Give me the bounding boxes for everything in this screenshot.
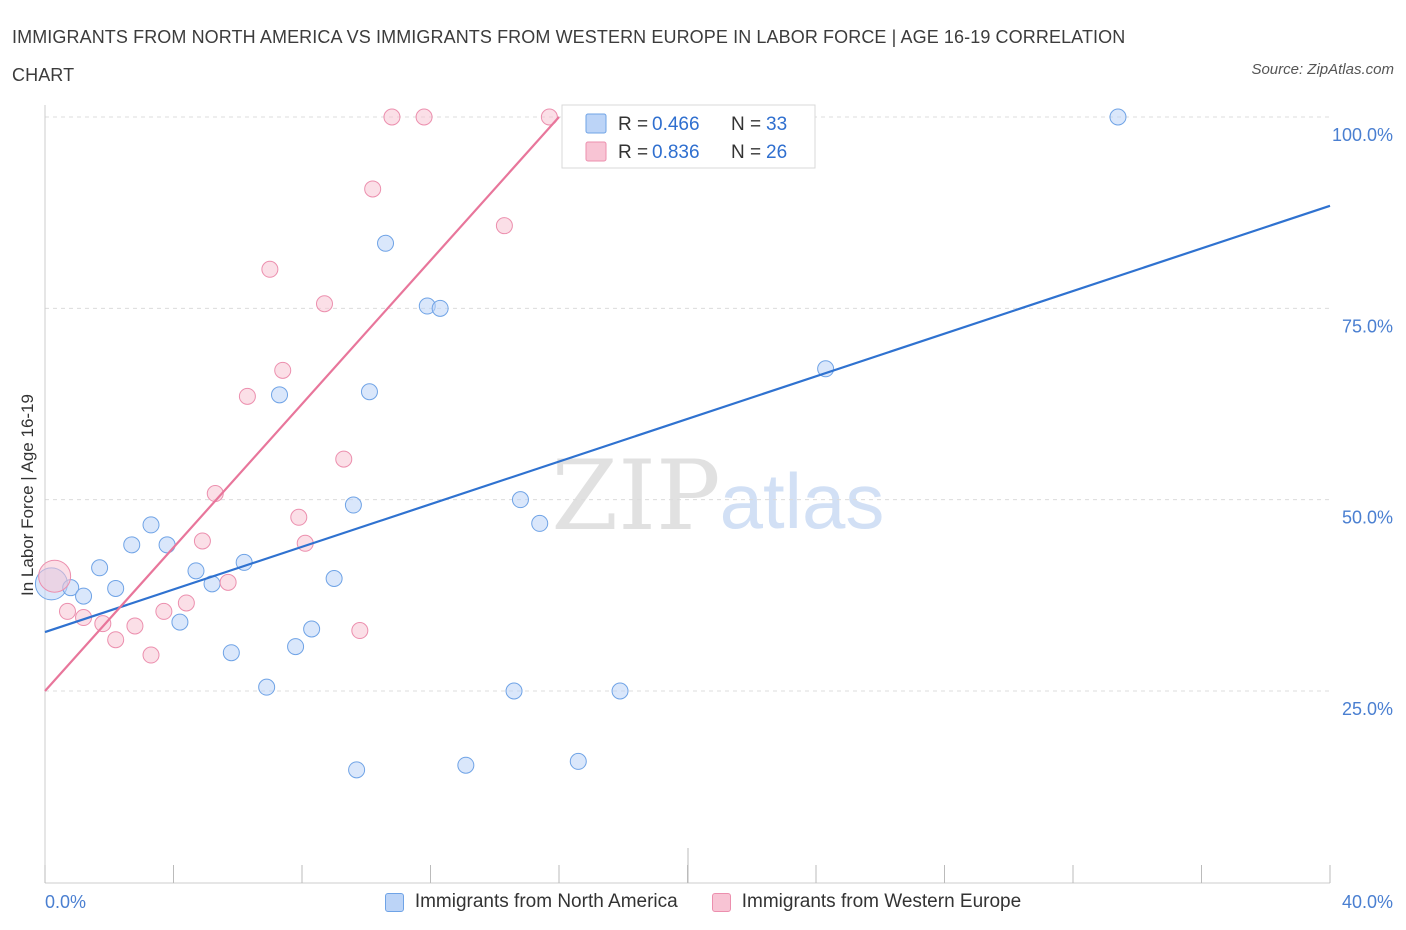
chart-title: IMMIGRANTS FROM NORTH AMERICA VS IMMIGRA… <box>12 27 1126 85</box>
point-western-europe <box>540 108 558 126</box>
legend-item-north-america[interactable]: Immigrants from North America <box>384 891 678 913</box>
point-north-america <box>303 620 321 638</box>
stats-legend: R = 0.466 N = 33 R = 0.836 N = 26 <box>561 104 816 169</box>
legend-r-value-2: 0.836 <box>652 142 700 163</box>
point-north-america <box>123 536 141 554</box>
legend-n-label-1: N = <box>731 114 761 135</box>
point-north-america <box>344 496 362 514</box>
legend-label-north-america: Immigrants from North America <box>414 891 678 912</box>
legend-r-label-2: R = <box>618 142 648 163</box>
point-western-europe <box>107 631 125 649</box>
legend-n-value-1: 33 <box>766 114 787 135</box>
axes <box>44 105 1331 884</box>
legend-label-western-europe: Immigrants from Western Europe <box>741 891 1022 912</box>
point-north-america <box>377 234 395 252</box>
point-north-america <box>158 536 176 554</box>
source-label: Source: ZipAtlas.com <box>1251 61 1394 78</box>
point-north-america <box>611 682 629 700</box>
legend-item-western-europe[interactable]: Immigrants from Western Europe <box>711 891 1022 913</box>
watermark-atlas: atlas <box>720 457 885 545</box>
legend-n-value-2: 26 <box>766 142 787 163</box>
point-western-europe <box>238 387 256 405</box>
point-western-europe <box>193 532 211 550</box>
point-north-america <box>569 752 587 770</box>
point-north-america <box>91 559 109 577</box>
point-north-america <box>511 491 529 509</box>
point-western-europe <box>351 622 369 640</box>
point-north-america <box>222 644 240 662</box>
trend-line-north-america <box>44 204 1331 634</box>
point-north-america <box>107 579 125 597</box>
point-western-europe <box>177 594 195 612</box>
legend-n-label-2: N = <box>731 142 761 163</box>
watermark-zip: ZIP <box>551 440 720 552</box>
grid <box>45 116 1330 692</box>
y-tick-label: 50.0% <box>1342 508 1393 528</box>
point-north-america <box>187 562 205 580</box>
legend-r-label-1: R = <box>618 114 648 135</box>
point-western-europe <box>94 615 112 633</box>
point-western-europe <box>274 361 292 379</box>
tick-labels: 25.0% 50.0% 75.0% 100.0% 0.0% 40.0% <box>45 125 1393 912</box>
point-western-europe <box>155 602 173 620</box>
point-north-america <box>360 383 378 401</box>
x-tick-label-min: 0.0% <box>45 892 86 912</box>
point-north-america <box>531 514 549 532</box>
y-tick-label: 75.0% <box>1342 316 1393 336</box>
point-western-europe <box>126 617 144 635</box>
y-tick-label: 25.0% <box>1342 699 1393 719</box>
point-western-europe <box>261 260 279 278</box>
series-legend: Immigrants from North America Immigrants… <box>0 886 1406 918</box>
point-north-america <box>171 613 189 631</box>
point-western-europe <box>38 559 72 593</box>
x-tick-label-max: 40.0% <box>1342 892 1393 912</box>
y-tick-label: 100.0% <box>1332 125 1393 145</box>
point-western-europe <box>219 573 237 591</box>
point-north-america <box>348 761 366 779</box>
point-western-europe <box>315 295 333 313</box>
data-points <box>34 108 1127 779</box>
point-western-europe <box>383 108 401 126</box>
point-north-america <box>505 682 523 700</box>
point-western-europe <box>142 646 160 664</box>
point-western-europe <box>415 108 433 126</box>
point-north-america <box>287 638 305 656</box>
trend-lines <box>44 116 1331 692</box>
legend-swatch-western-europe <box>585 141 607 162</box>
point-western-europe <box>335 450 353 468</box>
point-north-america <box>258 678 276 696</box>
point-north-america <box>1109 108 1127 126</box>
trend-line-western-europe <box>44 116 560 692</box>
legend-r-value-1: 0.466 <box>652 114 700 135</box>
point-north-america <box>457 756 475 774</box>
legend-swatch-north-america <box>585 113 607 134</box>
point-western-europe <box>364 180 382 198</box>
legend-swatch-pink <box>711 892 731 912</box>
point-north-america <box>142 516 160 534</box>
point-north-america <box>325 569 343 587</box>
point-western-europe <box>58 602 76 620</box>
point-western-europe <box>290 508 308 526</box>
point-western-europe <box>495 217 513 235</box>
point-north-america <box>75 587 93 605</box>
point-north-america <box>271 386 289 404</box>
legend-swatch-blue <box>384 892 404 912</box>
point-north-america <box>431 299 449 317</box>
